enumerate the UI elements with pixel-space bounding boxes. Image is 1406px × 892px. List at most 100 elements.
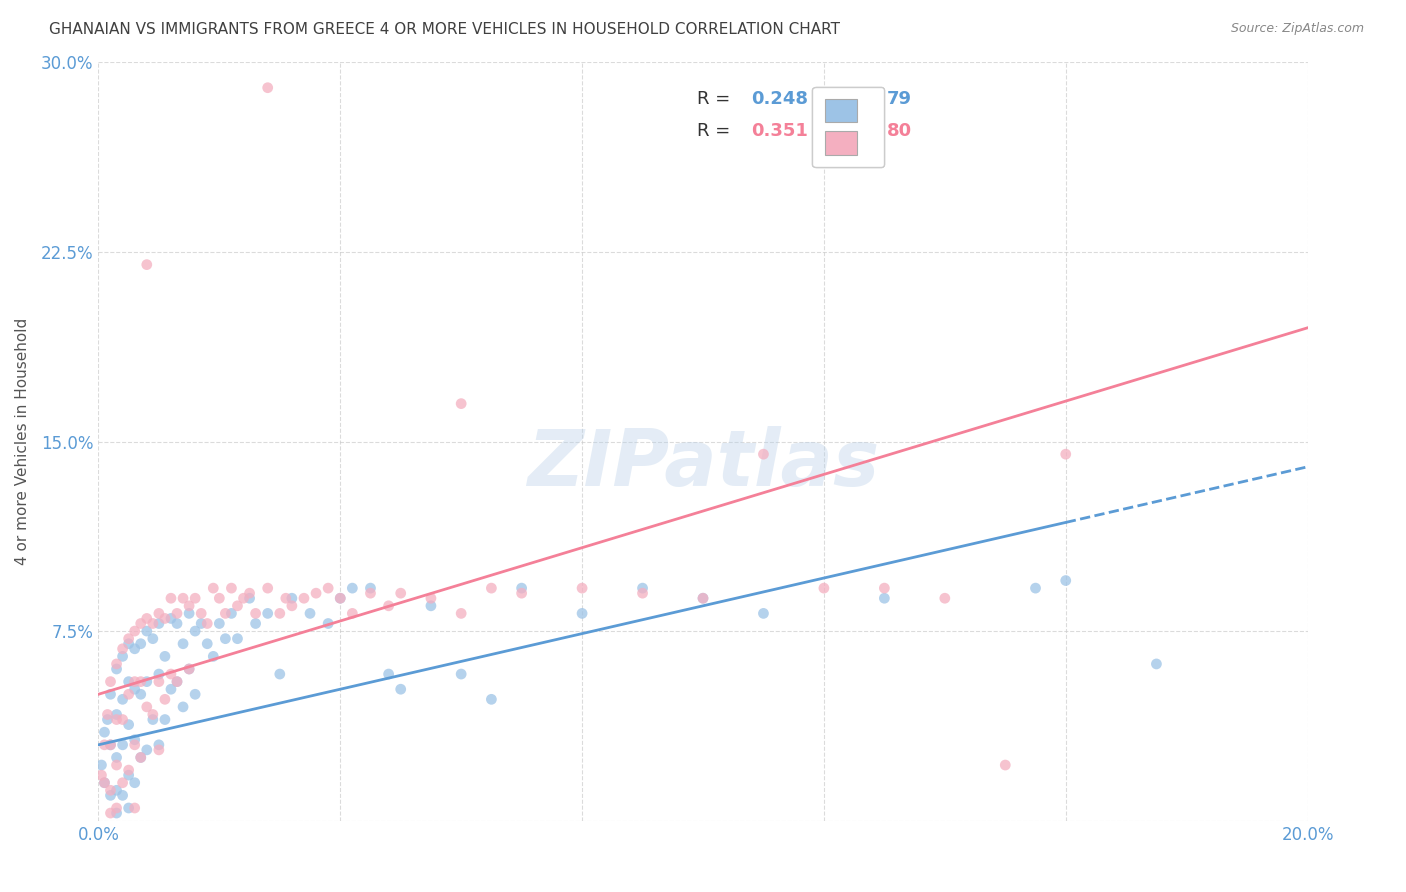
Point <box>190 607 212 621</box>
Point <box>256 607 278 621</box>
Point <box>105 713 128 727</box>
Point <box>111 789 134 803</box>
Point <box>124 732 146 747</box>
Point <box>1054 447 1077 461</box>
Point <box>631 586 654 600</box>
Text: 0.248: 0.248 <box>751 90 808 108</box>
Text: GHANAIAN VS IMMIGRANTS FROM GREECE 4 OR MORE VEHICLES IN HOUSEHOLD CORRELATION C: GHANAIAN VS IMMIGRANTS FROM GREECE 4 OR … <box>49 22 841 37</box>
Point <box>510 581 533 595</box>
Point <box>118 801 141 815</box>
Point <box>179 662 201 676</box>
Point <box>692 591 714 606</box>
Point <box>142 707 165 722</box>
Point <box>90 768 112 782</box>
Point <box>124 682 146 697</box>
Point <box>105 662 128 676</box>
Point <box>256 80 278 95</box>
Text: R =: R = <box>697 122 735 140</box>
Point <box>124 801 146 815</box>
Point <box>752 607 775 621</box>
Point <box>160 591 183 606</box>
Point <box>571 581 593 595</box>
Point <box>129 637 152 651</box>
Point <box>124 641 146 656</box>
Point <box>111 776 134 790</box>
Point <box>239 586 262 600</box>
Text: 80: 80 <box>887 122 912 140</box>
Point <box>274 591 297 606</box>
Point <box>153 713 176 727</box>
Point <box>934 591 956 606</box>
Point <box>342 581 364 595</box>
Text: 0.351: 0.351 <box>751 122 808 140</box>
Point <box>179 599 201 613</box>
Point <box>118 717 141 731</box>
Text: N =: N = <box>841 122 880 140</box>
Point <box>148 667 170 681</box>
Point <box>316 581 339 595</box>
Point <box>179 662 201 676</box>
Point <box>100 783 122 797</box>
Point <box>105 806 128 821</box>
Point <box>129 750 152 764</box>
Point <box>377 599 399 613</box>
Point <box>135 674 157 689</box>
Point <box>202 649 225 664</box>
Point <box>1024 581 1046 595</box>
Point <box>226 632 249 646</box>
Point <box>299 607 322 621</box>
Point <box>377 667 399 681</box>
Point <box>105 657 128 671</box>
Point <box>692 591 714 606</box>
Point <box>100 789 122 803</box>
Point <box>118 768 141 782</box>
Text: N =: N = <box>841 90 880 108</box>
Point <box>105 750 128 764</box>
Point <box>111 713 134 727</box>
Point <box>148 738 170 752</box>
Point <box>129 674 152 689</box>
Point <box>111 738 134 752</box>
Point <box>135 611 157 625</box>
Point <box>360 586 382 600</box>
Text: 79: 79 <box>887 90 912 108</box>
Point <box>873 581 896 595</box>
Point <box>450 667 472 681</box>
Point <box>93 776 115 790</box>
Point <box>195 616 218 631</box>
Point <box>184 624 207 639</box>
Point <box>221 581 243 595</box>
Point <box>160 682 183 697</box>
Point <box>316 616 339 631</box>
Point <box>226 599 249 613</box>
Point <box>360 581 382 595</box>
Point <box>1054 574 1077 588</box>
Point <box>100 738 122 752</box>
Point <box>148 616 170 631</box>
Point <box>111 649 134 664</box>
Point <box>166 616 188 631</box>
Point <box>100 687 122 701</box>
Point <box>994 758 1017 772</box>
Point <box>142 713 165 727</box>
Point <box>214 607 236 621</box>
Point <box>510 586 533 600</box>
Point <box>153 692 176 706</box>
Y-axis label: 4 or more Vehicles in Household: 4 or more Vehicles in Household <box>15 318 30 566</box>
Point <box>129 616 152 631</box>
Point <box>135 624 157 639</box>
Point <box>269 667 291 681</box>
Point <box>245 616 267 631</box>
Point <box>124 776 146 790</box>
Point <box>179 607 201 621</box>
Point <box>239 591 262 606</box>
Point <box>118 687 141 701</box>
Point <box>269 607 291 621</box>
Point <box>184 687 207 701</box>
Point <box>184 591 207 606</box>
Point <box>118 632 141 646</box>
Point <box>389 682 412 697</box>
Point <box>256 581 278 595</box>
Point <box>129 750 152 764</box>
Point <box>202 581 225 595</box>
